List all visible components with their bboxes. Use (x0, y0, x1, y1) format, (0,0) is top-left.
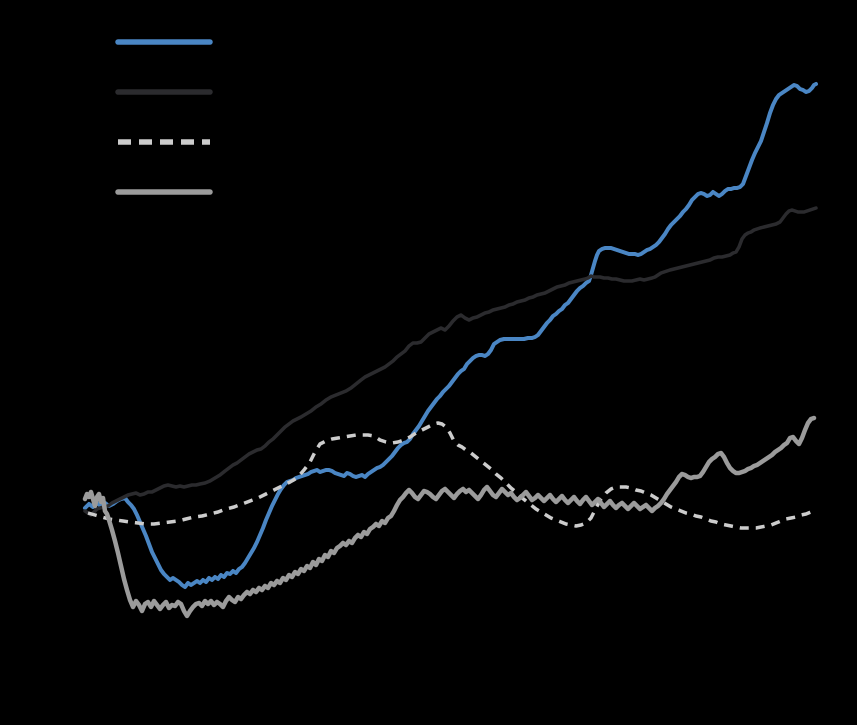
blue-solid-line (83, 82, 818, 589)
plot-area (82, 82, 818, 619)
legend (115, 39, 213, 195)
gray-solid-line (82, 415, 817, 619)
dark-solid-line (83, 206, 818, 517)
light-gray-dashed-line (87, 421, 817, 530)
